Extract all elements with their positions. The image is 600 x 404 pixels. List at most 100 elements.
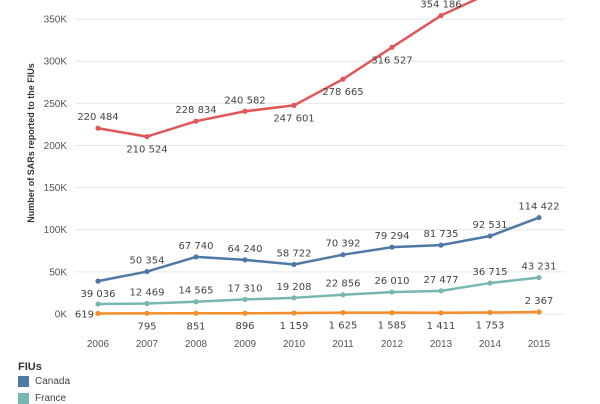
legend-label-canada: Canada <box>35 376 71 387</box>
y-tick-label: 150K <box>44 183 68 194</box>
data-point-france <box>291 295 297 301</box>
data-point-other <box>389 310 395 316</box>
data-point-canada <box>242 257 248 263</box>
data-labels: 220 484 210 524 228 834 240 582 247 601 278 6… <box>75 0 560 332</box>
data-point-france <box>242 296 248 303</box>
data-label-canada: 70 392 <box>326 239 361 250</box>
data-point-uk <box>144 133 150 140</box>
data-label-canada: 58 722 <box>277 249 312 260</box>
x-tick-label: 2006 <box>87 339 110 350</box>
data-label-other: 2 367 <box>525 296 554 307</box>
data-point-france <box>389 289 395 295</box>
data-label-france: 22 856 <box>326 279 361 290</box>
data-label-canada: 64 240 <box>228 244 263 255</box>
x-tick-label: 2009 <box>234 339 257 350</box>
series-line-other <box>97 310 540 315</box>
data-point-other <box>438 310 444 316</box>
data-point-france <box>340 292 346 298</box>
data-label-other: 1 625 <box>329 321 358 332</box>
data-label-canada: 81 735 <box>424 229 459 240</box>
data-point-uk <box>242 108 248 114</box>
x-tick-label: 2011 <box>332 339 354 350</box>
data-label-uk: 316 527 <box>371 55 412 66</box>
y-axis-label: Number of SARs reported to the FIUs <box>26 63 36 223</box>
legend-swatch-france <box>18 393 29 404</box>
data-label-other: 896 <box>235 321 254 332</box>
data-point-other <box>487 309 493 316</box>
x-tick-label: 2013 <box>430 339 453 350</box>
data-point-canada <box>389 244 395 250</box>
legend-item-france[interactable]: France <box>18 393 66 404</box>
series-line-france <box>97 276 540 306</box>
data-point-other <box>193 310 199 316</box>
series-line-canada <box>97 216 540 283</box>
y-tick-label: 300K <box>44 57 68 68</box>
data-point-other <box>536 309 542 315</box>
data-point-canada <box>291 261 297 268</box>
x-axis-ticks: 2006 2007 2008 2009 2010 2011 2012 2013 2014 2015 <box>87 339 551 350</box>
data-point-canada <box>193 254 199 260</box>
x-tick-label: 2007 <box>136 339 159 350</box>
data-point-france <box>438 288 444 294</box>
data-point-other <box>291 310 297 316</box>
data-label-uk: 220 484 <box>77 112 118 123</box>
data-label-uk: 210 524 <box>126 145 167 156</box>
gridlines <box>75 18 565 315</box>
y-tick-label: 350K <box>44 15 68 26</box>
legend-label-france: France <box>35 393 67 404</box>
data-label-canada: 67 740 <box>179 241 214 252</box>
x-tick-label: 2012 <box>381 339 404 350</box>
data-point-france <box>536 274 542 281</box>
y-tick-label: 50K <box>49 267 67 278</box>
y-tick-label: 100K <box>44 225 68 236</box>
data-point-other <box>340 310 346 316</box>
data-label-canada: 39 036 <box>81 289 116 300</box>
data-label-canada: 79 294 <box>375 231 410 242</box>
data-point-other <box>95 310 101 317</box>
data-label-uk: 247 601 <box>273 113 314 124</box>
data-point-france <box>95 301 101 307</box>
data-point-uk <box>95 125 101 131</box>
data-point-other <box>242 310 248 316</box>
data-point-canada <box>144 268 150 275</box>
data-label-canada: 92 531 <box>473 220 508 231</box>
series-lines <box>95 0 542 317</box>
data-point-france <box>193 299 199 305</box>
line-chart: 0K 50K 100K 150K 200K 250K 300K 350K 2006 2007 20… <box>26 0 565 350</box>
x-tick-label: 2008 <box>185 339 208 350</box>
y-tick-label: 0K <box>55 310 68 321</box>
legend-item-canada[interactable]: Canada <box>18 376 70 387</box>
data-label-france: 43 231 <box>522 262 557 273</box>
data-label-canada: 114 422 <box>518 202 559 213</box>
data-label-other: 619 <box>75 309 94 320</box>
data-label-other: 851 <box>186 321 205 332</box>
data-label-france: 36 715 <box>473 267 508 278</box>
data-point-france <box>144 300 150 307</box>
data-point-uk <box>291 102 297 108</box>
data-point-uk <box>389 44 395 50</box>
data-label-canada: 50 354 <box>130 256 165 267</box>
data-label-uk: 278 665 <box>322 87 363 98</box>
data-label-france: 19 208 <box>277 282 312 293</box>
data-point-uk <box>340 76 346 82</box>
data-point-france <box>487 280 493 286</box>
y-axis-ticks: 0K 50K 100K 150K 200K 250K 300K 350K <box>44 15 68 321</box>
data-point-canada <box>438 242 444 248</box>
data-label-uk: 354 186 <box>420 0 461 11</box>
data-label-france: 17 310 <box>228 283 263 294</box>
data-label-other: 1 753 <box>476 321 505 332</box>
data-label-france: 27 477 <box>424 275 459 286</box>
data-label-france: 26 010 <box>375 276 410 287</box>
data-label-france: 12 469 <box>130 287 165 298</box>
x-tick-label: 2015 <box>528 339 551 350</box>
data-point-uk <box>193 118 199 124</box>
x-tick-label: 2010 <box>283 339 306 350</box>
data-point-canada <box>536 214 542 221</box>
data-label-other: 795 <box>137 321 156 332</box>
data-label-other: 1 411 <box>427 321 456 332</box>
data-label-other: 1 159 <box>280 321 309 332</box>
y-tick-label: 200K <box>44 141 68 152</box>
y-tick-label: 250K <box>44 99 68 110</box>
data-point-other <box>144 310 150 316</box>
data-label-uk: 228 834 <box>175 105 216 116</box>
